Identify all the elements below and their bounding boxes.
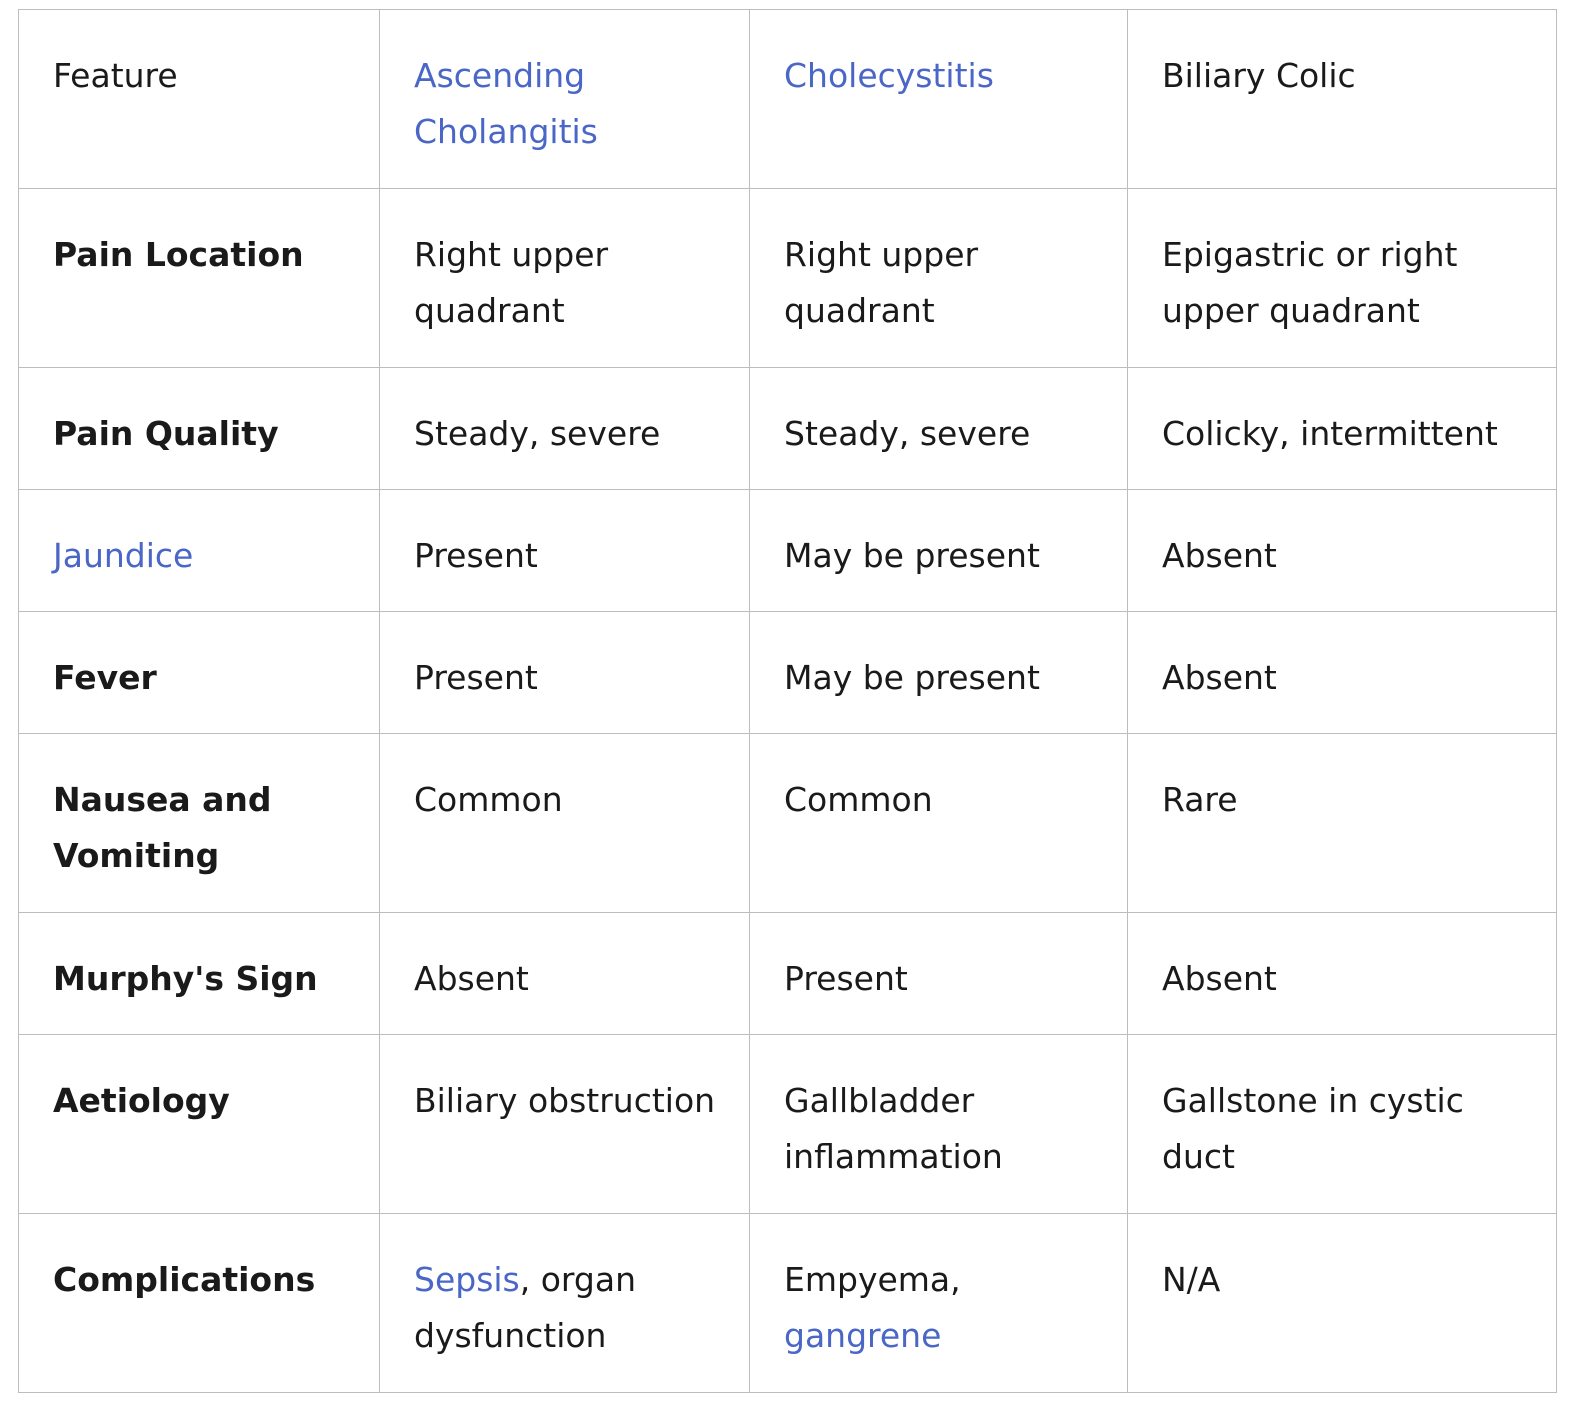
cell: Present — [749, 912, 1128, 1035]
cell: Right upper quadrant — [379, 188, 750, 368]
cell: Present — [379, 489, 750, 612]
table-row: Pain Quality Steady, severe Steady, seve… — [18, 367, 1557, 490]
table-row: Aetiology Biliary obstruction Gallbladde… — [18, 1034, 1557, 1214]
cell-text: Empyema, — [784, 1260, 961, 1299]
header-row: Feature Ascending Cholangitis Cholecysti… — [18, 9, 1557, 189]
header-biliary-colic-label: Biliary Colic — [1162, 56, 1356, 95]
row-label-murphys-sign: Murphy's Sign — [18, 912, 380, 1035]
comparison-table-container: Feature Ascending Cholangitis Cholecysti… — [18, 9, 1557, 1393]
header-feature-label: Feature — [53, 56, 178, 95]
ascending-cholangitis-link[interactable]: Ascending Cholangitis — [414, 56, 598, 151]
table-row: Pain Location Right upper quadrant Right… — [18, 188, 1557, 368]
row-label-aetiology: Aetiology — [18, 1034, 380, 1214]
header-ascending-cholangitis: Ascending Cholangitis — [379, 9, 750, 189]
gangrene-link[interactable]: gangrene — [784, 1316, 942, 1355]
cell: Colicky, intermittent — [1127, 367, 1557, 490]
cell: Biliary obstruction — [379, 1034, 750, 1214]
cell: May be present — [749, 489, 1128, 612]
row-label-pain-quality: Pain Quality — [18, 367, 380, 490]
cholecystitis-link[interactable]: Cholecystitis — [784, 56, 994, 95]
cell: Absent — [1127, 611, 1557, 734]
cell: May be present — [749, 611, 1128, 734]
row-label-fever: Fever — [18, 611, 380, 734]
cell: Present — [379, 611, 750, 734]
header-feature: Feature — [18, 9, 380, 189]
cell: Common — [379, 733, 750, 913]
row-label-pain-location: Pain Location — [18, 188, 380, 368]
cell: N/A — [1127, 1213, 1557, 1393]
cell: Absent — [1127, 489, 1557, 612]
jaundice-link[interactable]: Jaundice — [53, 536, 194, 575]
table-row: Fever Present May be present Absent — [18, 611, 1557, 734]
cell-complications-cholangitis: Sepsis, organ dysfunction — [379, 1213, 750, 1393]
table-row: Complications Sepsis, organ dysfunction … — [18, 1213, 1557, 1393]
header-biliary-colic: Biliary Colic — [1127, 9, 1557, 189]
table-row: Murphy's Sign Absent Present Absent — [18, 912, 1557, 1035]
cell: Common — [749, 733, 1128, 913]
row-label-complications: Complications — [18, 1213, 380, 1393]
table-row: Nausea and Vomiting Common Common Rare — [18, 733, 1557, 913]
cell: Steady, severe — [749, 367, 1128, 490]
sepsis-link[interactable]: Sepsis — [414, 1260, 520, 1299]
row-label-nausea-vomiting: Nausea and Vomiting — [18, 733, 380, 913]
cell: Gallstone in cystic duct — [1127, 1034, 1557, 1214]
row-label-jaundice: Jaundice — [18, 489, 380, 612]
cell: Rare — [1127, 733, 1557, 913]
comparison-table: Feature Ascending Cholangitis Cholecysti… — [18, 9, 1557, 1393]
cell-text: , organ dysfunction — [414, 1260, 637, 1355]
table-row: Jaundice Present May be present Absent — [18, 489, 1557, 612]
cell: Right upper quadrant — [749, 188, 1128, 368]
cell: Gallbladder inflammation — [749, 1034, 1128, 1214]
cell: Absent — [1127, 912, 1557, 1035]
cell: Steady, severe — [379, 367, 750, 490]
cell: Epigastric or right upper quadrant — [1127, 188, 1557, 368]
cell-complications-cholecystitis: Empyema, gangrene — [749, 1213, 1128, 1393]
header-cholecystitis: Cholecystitis — [749, 9, 1128, 189]
cell: Absent — [379, 912, 750, 1035]
